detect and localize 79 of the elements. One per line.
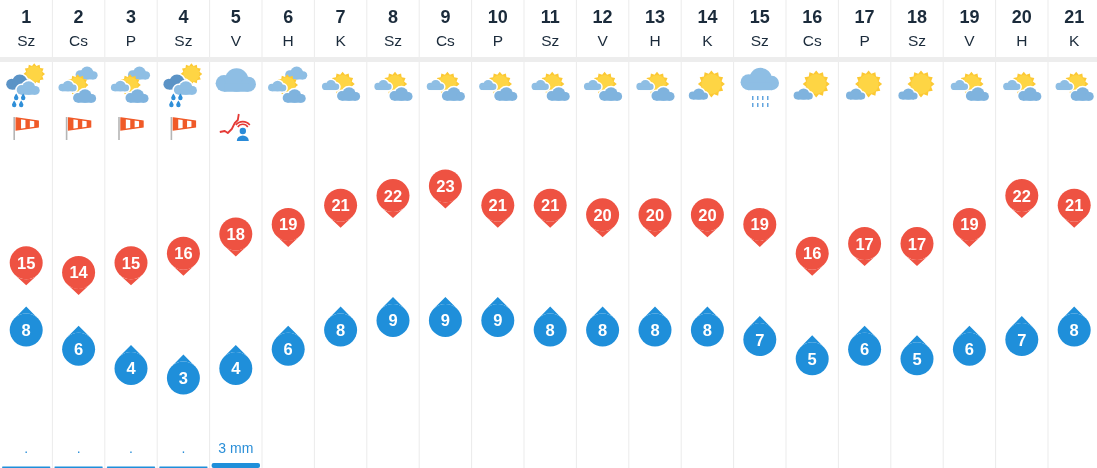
data-label: 4 xyxy=(126,359,137,378)
point xyxy=(166,361,200,395)
data-label: 14 xyxy=(69,263,89,282)
data-label: 22 xyxy=(1012,186,1031,205)
data-label: 20 xyxy=(698,205,717,224)
x-tick-label: 20 H xyxy=(1011,7,1032,49)
text: . xyxy=(129,440,133,456)
x-tick-label: 15 Sz xyxy=(749,7,770,49)
data-label: 22 xyxy=(383,186,403,205)
x-tick-label: 21 K xyxy=(1064,7,1085,49)
data-label: 21 xyxy=(331,196,350,215)
x-tick-label: 17 P xyxy=(854,7,875,49)
data-label: 8 xyxy=(598,320,608,339)
x-tick-label: 7 K xyxy=(335,7,347,49)
x-tick-label: 18 Sz xyxy=(906,7,928,49)
data-label: 19 xyxy=(750,215,769,234)
data-label: 8 xyxy=(336,320,346,339)
data-label: 17 xyxy=(907,234,927,253)
x-tick-label: 3 P xyxy=(125,7,137,49)
x-tick-label: 14 K xyxy=(697,7,718,49)
data-label: 21 xyxy=(541,196,560,215)
data-label: 21 xyxy=(1065,196,1084,215)
data-label: 7 xyxy=(1017,330,1027,349)
data-label: 6 xyxy=(283,340,293,359)
point xyxy=(743,323,777,357)
text: . xyxy=(76,440,81,456)
data-label: 19 xyxy=(960,215,979,234)
point xyxy=(795,342,829,376)
point xyxy=(952,332,986,366)
data-label: 19 xyxy=(279,215,298,234)
point xyxy=(481,303,515,337)
data-label: 7 xyxy=(755,330,765,349)
x-tick-label: 8 Sz xyxy=(383,7,403,49)
data-label: 16 xyxy=(803,244,822,263)
point xyxy=(62,332,96,366)
x-tick-label: 13 H xyxy=(644,7,666,49)
text: . xyxy=(181,440,186,456)
point xyxy=(848,332,882,366)
data-label: 15 xyxy=(121,253,141,272)
data-label: 17 xyxy=(855,234,874,253)
x-tick-label: 2 Cs xyxy=(69,7,89,49)
point xyxy=(428,303,462,337)
data-label: 23 xyxy=(436,176,455,195)
x-tick-label: 19 V xyxy=(959,7,980,49)
x-tick-label: 12 V xyxy=(592,7,613,49)
data-label: 9 xyxy=(493,311,503,330)
data-label: 8 xyxy=(1069,320,1079,339)
data-label: 20 xyxy=(645,205,665,224)
x-tick-label: 4 Sz xyxy=(174,7,193,49)
text: . xyxy=(24,440,29,456)
data-label: 8 xyxy=(21,320,31,339)
data-label: 9 xyxy=(388,311,398,330)
x-tick-label: 11 Sz xyxy=(540,7,560,49)
point xyxy=(900,342,934,376)
x-tick-label: 5 V xyxy=(230,7,242,49)
data-label: 6 xyxy=(860,340,870,359)
data-label: 16 xyxy=(174,244,193,263)
data-label: 8 xyxy=(650,320,660,339)
data-label: 6 xyxy=(964,340,974,359)
data-label: 20 xyxy=(593,205,612,224)
data-label: 3 xyxy=(178,368,188,387)
data-label: 8 xyxy=(702,320,712,339)
data-label: 9 xyxy=(440,311,450,330)
x-tick-label: 9 Cs xyxy=(435,7,456,49)
data-label: 5 xyxy=(912,349,922,368)
data-label: 8 xyxy=(545,320,555,339)
data-label: 6 xyxy=(74,340,84,359)
data-label: 5 xyxy=(807,349,817,368)
data-label: 4 xyxy=(231,359,242,378)
text: 3 mm xyxy=(218,440,254,456)
x-tick-label: 10 P xyxy=(487,7,508,49)
point xyxy=(271,332,305,366)
point xyxy=(1005,323,1039,357)
data-label: 15 xyxy=(17,253,36,272)
data-label: 21 xyxy=(488,196,507,215)
data-label: 18 xyxy=(226,224,245,243)
x-tick-label: 1 Sz xyxy=(17,7,36,49)
x-tick-label: 16 Cs xyxy=(802,7,823,49)
x-tick-label: 6 H xyxy=(282,7,294,49)
